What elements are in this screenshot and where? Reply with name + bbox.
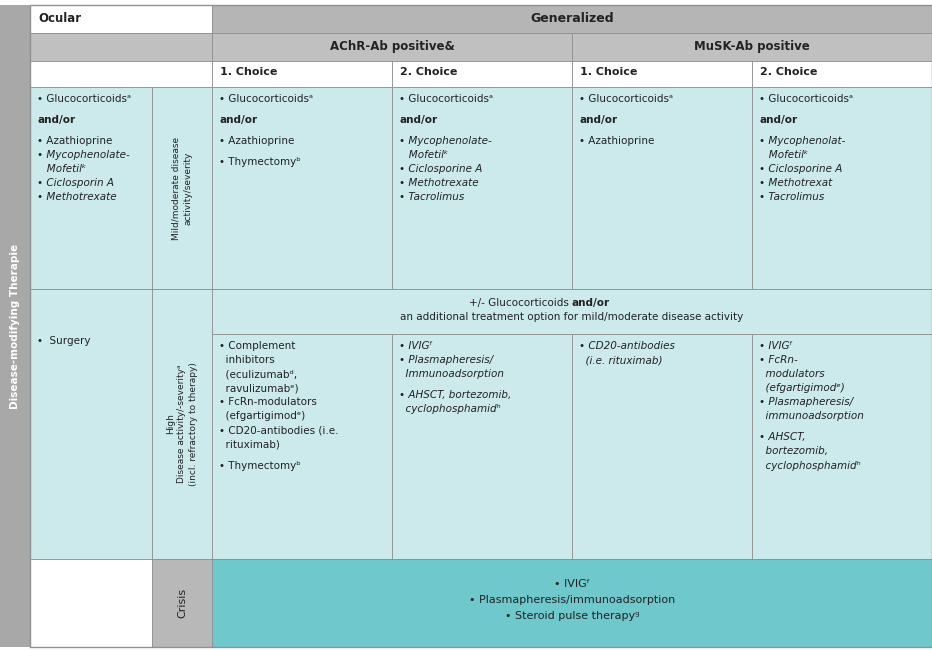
Text: • Mycophenolate-: • Mycophenolate- [399, 136, 492, 146]
Text: 1. Choice: 1. Choice [580, 67, 637, 77]
Text: 1. Choice: 1. Choice [220, 67, 278, 77]
Text: • Glucocorticoidsᵃ: • Glucocorticoidsᵃ [219, 94, 313, 104]
Bar [572, 61, 752, 87]
Text: ravulizumabᵉ): ravulizumabᵉ) [219, 384, 298, 393]
Text: • IVIGᶠ: • IVIGᶠ [759, 341, 792, 351]
Text: Mofetilᵏ: Mofetilᵏ [37, 164, 87, 174]
Text: • CD20-antibodies (i.e.: • CD20-antibodies (i.e. [219, 425, 338, 436]
Text: • Mycophenolate-: • Mycophenolate- [37, 150, 130, 161]
Text: and/or: and/or [37, 115, 75, 125]
Text: • Ciclosporine A: • Ciclosporine A [399, 164, 483, 174]
Text: (efgartigimodᵉ): (efgartigimodᵉ) [759, 384, 844, 393]
Text: MuSK-Ab positive: MuSK-Ab positive [694, 40, 810, 53]
Text: • Mycophenolat-: • Mycophenolat- [759, 136, 845, 146]
Text: an additional treatment option for mild/moderate disease activity: an additional treatment option for mild/… [401, 312, 744, 322]
Bar [152, 289, 212, 559]
Text: • Glucocorticoidsᵃ: • Glucocorticoidsᵃ [759, 94, 853, 104]
Text: High
Disease activity/-severityᵃ
(incl. refractory to therapy): High Disease activity/-severityᵃ (incl. … [166, 362, 199, 486]
Bar [152, 87, 212, 289]
Text: •  Surgery: • Surgery [37, 336, 90, 346]
Text: • Thymectomyᵇ: • Thymectomyᵇ [219, 157, 301, 167]
Bar [572, 33, 932, 61]
Text: • AHSCT,: • AHSCT, [759, 432, 805, 443]
Bar [0, 5, 30, 647]
Text: • Thymectomyᵇ: • Thymectomyᵇ [219, 461, 301, 471]
Bar [212, 87, 392, 289]
Text: inhibitors: inhibitors [219, 355, 275, 365]
Text: • Plasmapheresis/immunoadsorption: • Plasmapheresis/immunoadsorption [469, 595, 675, 605]
Text: cyclophosphamidʰ: cyclophosphamidʰ [399, 404, 500, 414]
Text: 2. Choice: 2. Choice [760, 67, 817, 77]
Text: • FcRn-: • FcRn- [759, 355, 798, 365]
Text: modulators: modulators [759, 369, 825, 379]
Text: • Plasmapheresis/: • Plasmapheresis/ [399, 355, 493, 365]
Text: • Tacrolimus: • Tacrolimus [399, 192, 464, 202]
Bar [212, 334, 392, 559]
Text: rituximab): rituximab) [219, 439, 280, 449]
Text: Mofetilᵏ: Mofetilᵏ [759, 150, 808, 161]
Text: Immunoadsorption: Immunoadsorption [399, 369, 504, 379]
Text: cyclophosphamidʰ: cyclophosphamidʰ [759, 461, 861, 471]
Bar [30, 289, 152, 559]
Text: • IVIGᶠ: • IVIGᶠ [399, 341, 432, 351]
Bar [752, 61, 932, 87]
Text: Generalized: Generalized [530, 12, 614, 25]
Bar [572, 87, 752, 289]
Text: Mofetilᵏ: Mofetilᵏ [399, 150, 448, 161]
Text: AChR-Ab positive&: AChR-Ab positive& [330, 40, 455, 53]
Text: (i.e. rituximab): (i.e. rituximab) [579, 355, 663, 365]
Text: • Ciclosporin A: • Ciclosporin A [37, 178, 114, 188]
Text: and/or: and/or [399, 115, 437, 125]
Bar [392, 61, 572, 87]
Text: (efgartigimodᵉ): (efgartigimodᵉ) [219, 411, 306, 421]
Bar [30, 5, 212, 33]
Text: • Glucocorticoidsᵃ: • Glucocorticoidsᵃ [579, 94, 673, 104]
Text: • Azathioprine: • Azathioprine [37, 136, 113, 146]
Text: Crisis: Crisis [177, 588, 187, 618]
Bar [572, 334, 752, 559]
Text: • Methotrexat: • Methotrexat [759, 178, 832, 188]
Text: • Ciclosporine A: • Ciclosporine A [759, 164, 843, 174]
Bar [392, 87, 572, 289]
Text: and/or: and/or [572, 298, 610, 308]
Bar [30, 61, 212, 87]
Text: • FcRn-modulators: • FcRn-modulators [219, 397, 317, 408]
Text: and/or: and/or [219, 115, 257, 125]
Text: • Azathioprine: • Azathioprine [579, 136, 654, 146]
Text: and/or: and/or [579, 115, 617, 125]
Text: • CD20-antibodies: • CD20-antibodies [579, 341, 675, 351]
Text: (eculizumabᵈ,: (eculizumabᵈ, [219, 369, 297, 379]
Bar [152, 559, 212, 647]
Text: Mild/moderate disease
activity/severity: Mild/moderate disease activity/severity [171, 136, 192, 240]
Bar [752, 87, 932, 289]
Bar [212, 5, 932, 33]
Text: • AHSCT, bortezomib,: • AHSCT, bortezomib, [399, 390, 512, 400]
Text: • Steroid pulse therapyᵍ: • Steroid pulse therapyᵍ [505, 611, 639, 621]
Text: • Glucocorticoidsᵃ: • Glucocorticoidsᵃ [37, 94, 131, 104]
Bar [30, 559, 152, 647]
Text: • Azathioprine: • Azathioprine [219, 136, 295, 146]
Text: • IVIGᶠ: • IVIGᶠ [554, 579, 590, 589]
Text: bortezomib,: bortezomib, [759, 447, 828, 456]
Bar [752, 334, 932, 559]
Text: • Tacrolimus: • Tacrolimus [759, 192, 824, 202]
Bar [212, 33, 572, 61]
Text: • Complement: • Complement [219, 341, 295, 351]
Text: immunoadsorption: immunoadsorption [759, 411, 864, 421]
Text: +/- Glucocorticoids: +/- Glucocorticoids [469, 298, 572, 308]
Text: • Methotrexate: • Methotrexate [37, 192, 116, 202]
Text: 2. Choice: 2. Choice [400, 67, 458, 77]
Bar [212, 61, 392, 87]
Text: • Plasmapheresis/: • Plasmapheresis/ [759, 397, 853, 408]
Text: • Glucocorticoidsᵃ: • Glucocorticoidsᵃ [399, 94, 493, 104]
Text: Disease-modifying Therapie: Disease-modifying Therapie [10, 244, 20, 409]
Bar [30, 33, 212, 61]
Bar [30, 87, 152, 289]
Text: Ocular: Ocular [38, 12, 81, 25]
Bar [212, 289, 932, 334]
Bar [212, 559, 932, 647]
Text: and/or: and/or [759, 115, 797, 125]
Text: • Methotrexate: • Methotrexate [399, 178, 479, 188]
Bar [392, 334, 572, 559]
